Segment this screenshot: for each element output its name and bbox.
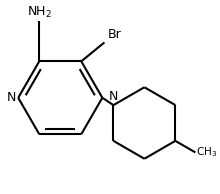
Text: NH$_2$: NH$_2$ — [27, 5, 52, 20]
Text: CH$_3$: CH$_3$ — [196, 146, 218, 159]
Text: Br: Br — [108, 28, 121, 41]
Text: N: N — [109, 90, 118, 103]
Text: N: N — [6, 91, 16, 104]
